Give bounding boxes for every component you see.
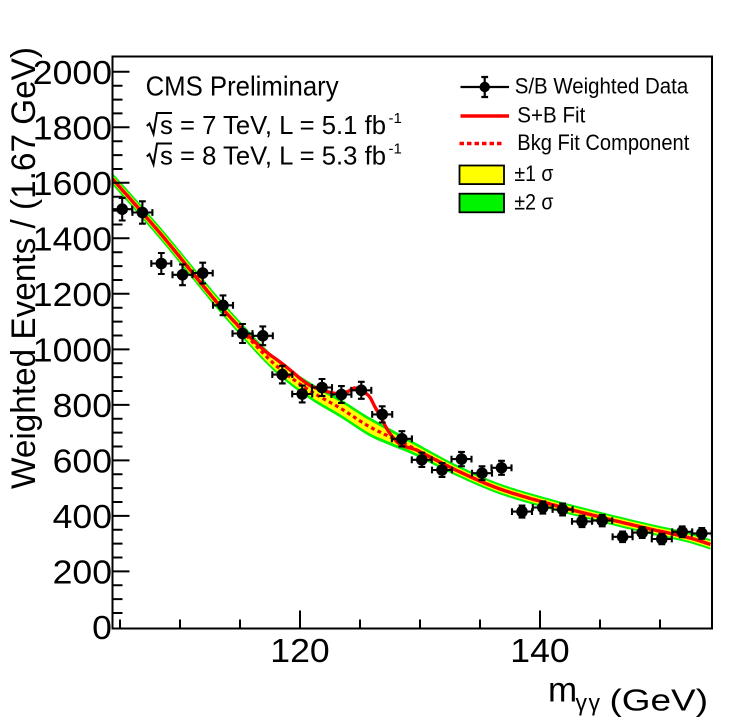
svg-text:Bkg Fit Component: Bkg Fit Component	[517, 130, 689, 155]
svg-text:s = 8 TeV, L = 5.3 fb: s = 8 TeV, L = 5.3 fb	[160, 141, 386, 171]
svg-text:400: 400	[53, 498, 112, 535]
svg-text:200: 200	[53, 554, 112, 591]
svg-text:γγ: γγ	[576, 690, 602, 716]
svg-text:S/B Weighted Data: S/B Weighted Data	[515, 73, 689, 98]
svg-text:1600: 1600	[33, 165, 112, 202]
svg-text:±2 σ: ±2 σ	[514, 189, 553, 214]
svg-text:(GeV): (GeV)	[610, 683, 709, 718]
svg-text:Weighted Events / (1.67 GeV): Weighted Events / (1.67 GeV)	[5, 47, 43, 489]
svg-text:m: m	[548, 670, 577, 709]
svg-text:800: 800	[53, 387, 112, 424]
svg-text:S+B Fit: S+B Fit	[517, 102, 585, 127]
svg-text:1400: 1400	[33, 221, 112, 258]
svg-text:-1: -1	[389, 110, 402, 127]
svg-text:s = 7 TeV, L = 5.1 fb: s = 7 TeV, L = 5.1 fb	[160, 110, 386, 140]
svg-text:CMS Preliminary: CMS Preliminary	[146, 70, 339, 101]
svg-text:-1: -1	[389, 141, 402, 158]
svg-text:1200: 1200	[33, 276, 112, 313]
svg-text:±1 σ: ±1 σ	[514, 161, 553, 186]
svg-text:140: 140	[510, 632, 569, 669]
svg-text:1000: 1000	[33, 332, 112, 369]
svg-text:2000: 2000	[33, 54, 112, 91]
svg-text:1800: 1800	[33, 110, 112, 147]
svg-text:120: 120	[270, 632, 329, 669]
svg-text:0: 0	[92, 609, 112, 646]
svg-text:600: 600	[53, 443, 112, 480]
